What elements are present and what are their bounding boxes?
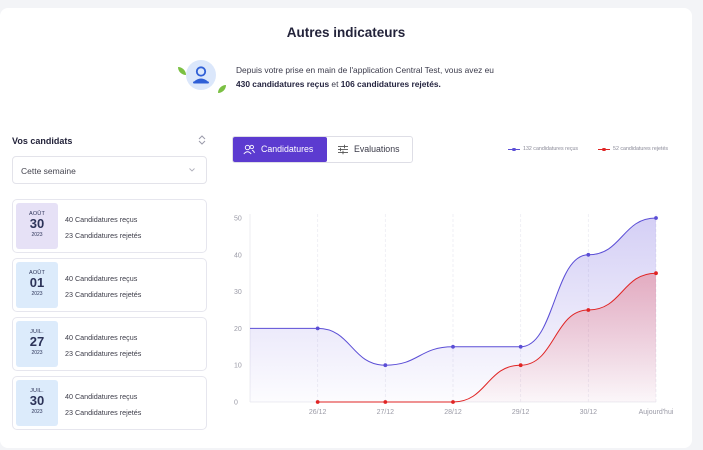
sidebar-title: Vos candidats — [12, 136, 73, 146]
day-card[interactable]: AOÛT 01 2023 40 Candidatures reçus 23 Ca… — [12, 258, 207, 312]
applications-line-chart: 0 10 20 30 40 50 26/12 27/12 28/12 29/12 30/12 Auj… — [234, 214, 674, 416]
data-point[interactable] — [383, 363, 388, 368]
data-point[interactable] — [315, 326, 320, 331]
date-year: 2023 — [31, 350, 43, 356]
date-month: AOÛT — [28, 270, 46, 276]
x-tick-label: 26/12 — [309, 409, 327, 416]
date-month: JUIL. — [30, 329, 44, 335]
day-card[interactable]: JUIL. 30 2023 40 Candidatures reçus 23 C… — [12, 376, 207, 430]
x-tick-label: 30/12 — [580, 409, 598, 416]
data-point[interactable] — [586, 308, 591, 312]
x-tick-label: 29/12 — [512, 409, 530, 416]
data-point[interactable] — [451, 400, 455, 404]
received-count: 40 Candidatures reçus — [65, 333, 138, 342]
data-point[interactable] — [654, 271, 658, 276]
date-badge: AOÛT 30 2023 — [16, 203, 58, 249]
day-card[interactable]: JUIL. 27 2023 40 Candidatures reçus 23 C… — [12, 317, 207, 371]
sort-icon[interactable] — [198, 135, 206, 145]
date-badge: JUIL. 30 2023 — [16, 380, 58, 426]
view-tabs: Candidatures Evaluations — [232, 136, 413, 163]
chevron-down-icon — [189, 168, 195, 172]
received-count: 40 Candidatures reçus — [65, 215, 138, 224]
date-year: 2023 — [31, 409, 43, 415]
leaf-icon — [178, 67, 186, 75]
sliders-icon — [338, 144, 348, 155]
rejected-count: 23 Candidatures rejetés — [65, 290, 142, 299]
data-point[interactable] — [383, 400, 388, 404]
series-area — [317, 273, 656, 402]
tab-candidatures-label: Candidatures — [261, 144, 314, 154]
tab-evaluations-label: Evaluations — [354, 144, 400, 154]
x-tick-label: Aujourd'hui — [639, 409, 674, 416]
intro-text: Depuis votre prise en main de l'applicat… — [236, 63, 494, 91]
data-point[interactable] — [451, 344, 455, 349]
intro-banner: Depuis votre prise en main de l'applicat… — [176, 56, 636, 100]
leaf-icon — [218, 85, 226, 93]
intro-line1: Depuis votre prise en main de l'applicat… — [236, 65, 494, 75]
date-badge: AOÛT 01 2023 — [16, 262, 58, 308]
day-card[interactable]: AOÛT 30 2023 40 Candidatures reçus 23 Ca… — [12, 199, 207, 253]
received-total: 430 candidatures reçus — [236, 79, 330, 89]
y-tick-label: 30 — [234, 289, 242, 296]
data-point[interactable] — [586, 252, 591, 257]
date-year: 2023 — [31, 232, 43, 238]
received-count: 40 Candidatures reçus — [65, 392, 138, 401]
y-tick-label: 50 — [234, 216, 242, 223]
rejected-count: 23 Candidatures rejetés — [65, 349, 142, 358]
y-tick-label: 10 — [234, 363, 242, 370]
date-badge: JUIL. 27 2023 — [16, 321, 58, 367]
y-tick-label: 0 — [234, 400, 238, 407]
tab-evaluations[interactable]: Evaluations — [327, 137, 412, 162]
data-point[interactable] — [518, 363, 523, 368]
x-tick-label: 28/12 — [444, 409, 462, 416]
date-month: AOÛT — [28, 211, 46, 217]
rejected-total: 106 candidatures rejetés. — [340, 79, 441, 89]
rejected-count: 23 Candidatures rejetés — [65, 231, 142, 240]
date-year: 2023 — [31, 291, 43, 297]
data-point[interactable] — [654, 216, 658, 220]
date-day: 30 — [29, 216, 45, 231]
date-day: 27 — [29, 334, 45, 349]
intro-joiner: et — [329, 79, 341, 89]
date-day: 30 — [29, 393, 45, 408]
received-count: 40 Candidatures reçus — [65, 274, 138, 283]
y-tick-label: 40 — [234, 252, 242, 259]
y-tick-label: 20 — [234, 326, 242, 333]
period-select[interactable]: Cette semaine — [12, 156, 207, 184]
data-point[interactable] — [315, 400, 320, 404]
period-select-value: Cette semaine — [21, 166, 76, 176]
tab-candidatures[interactable]: Candidatures — [233, 137, 327, 162]
legend-label: 132 candidatures reçus — [523, 146, 579, 152]
users-icon — [243, 144, 255, 155]
legend-label: 52 candidatures rejetés — [613, 146, 669, 152]
legend-dot — [512, 147, 516, 151]
x-tick-label: 27/12 — [377, 409, 395, 416]
page-title: Autres indicateurs — [286, 25, 406, 40]
legend-dot — [602, 147, 606, 151]
date-month: JUIL. — [30, 388, 44, 394]
rejected-count: 23 Candidatures rejetés — [65, 408, 142, 417]
user-badge-icon — [186, 60, 216, 90]
date-day: 01 — [29, 275, 45, 290]
data-point[interactable] — [518, 344, 523, 349]
